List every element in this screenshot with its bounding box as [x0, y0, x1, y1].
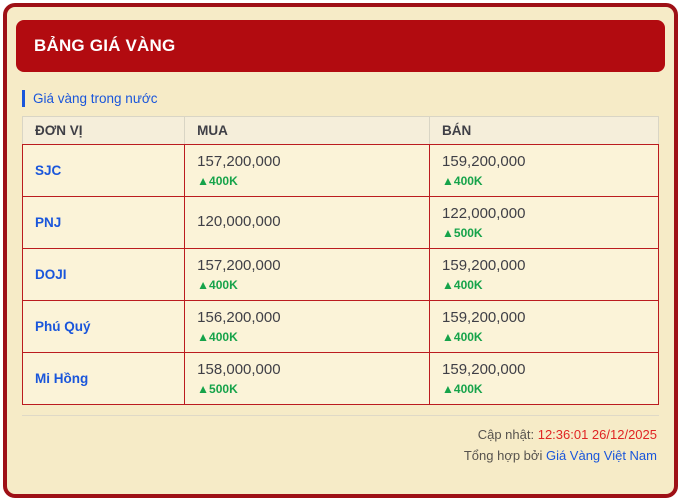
table-row: SJC 157,200,000 ▲400K 159,200,000 ▲400K: [21, 144, 659, 197]
unit-link[interactable]: PNJ: [35, 214, 62, 230]
buy-price: 156,200,000: [197, 309, 281, 327]
sell-price: 159,200,000: [442, 361, 526, 379]
unit-link[interactable]: Phú Quý: [35, 318, 91, 334]
sell-price: 122,000,000: [442, 205, 526, 223]
table-row: Phú Quý 156,200,000 ▲400K 159,200,000 ▲4…: [21, 300, 659, 353]
buy-price: 157,200,000: [197, 257, 281, 275]
sell-cell: 159,200,000 ▲400K: [429, 300, 659, 353]
page-title: BẢNG GIÁ VÀNG: [34, 36, 176, 55]
unit-cell: DOJI: [21, 248, 186, 301]
table-row: Mi Hồng 158,000,000 ▲500K 159,200,000 ▲4…: [21, 352, 659, 405]
unit-link[interactable]: Mi Hồng: [35, 370, 89, 386]
buy-cell: 120,000,000: [184, 196, 431, 249]
unit-link[interactable]: DOJI: [35, 266, 67, 282]
buy-change-badge: ▲500K: [197, 381, 238, 396]
sell-change-badge: ▲400K: [442, 173, 483, 188]
gold-price-card: BẢNG GIÁ VÀNG Giá vàng trong nước ĐƠN VỊ…: [3, 3, 678, 498]
sell-change-badge: ▲500K: [442, 225, 483, 240]
buy-cell: 157,200,000 ▲400K: [184, 248, 431, 301]
buy-cell: 157,200,000 ▲400K: [184, 144, 431, 197]
buy-change-badge: ▲400K: [197, 173, 238, 188]
sell-price: 159,200,000: [442, 257, 526, 275]
column-header-unit: ĐƠN VỊ: [21, 116, 186, 145]
unit-cell: PNJ: [21, 196, 186, 249]
updated-label: Cập nhật:: [477, 427, 535, 442]
unit-link[interactable]: SJC: [35, 162, 62, 178]
unit-cell: SJC: [21, 144, 186, 197]
sell-cell: 122,000,000 ▲500K: [429, 196, 659, 249]
table-row: PNJ 120,000,000 122,000,000 ▲500K: [21, 196, 659, 249]
column-header-buy: MUA: [184, 116, 431, 145]
section-accent-bar: [22, 90, 25, 107]
sell-cell: 159,200,000 ▲400K: [429, 248, 659, 301]
source-label: Tổng hợp bởi: [463, 448, 543, 463]
section-title: Giá vàng trong nước: [33, 91, 158, 106]
source-link[interactable]: Giá Vàng Việt Nam: [545, 448, 657, 463]
sell-price: 159,200,000: [442, 153, 526, 171]
sell-change-badge: ▲400K: [442, 381, 483, 396]
sell-change-badge: ▲400K: [442, 329, 483, 344]
buy-change-badge: ▲400K: [197, 277, 238, 292]
gold-price-table: ĐƠN VỊ MUA BÁN SJC 157,200,000 ▲400K 159…: [21, 116, 659, 405]
buy-price: 120,000,000: [197, 213, 281, 231]
updated-timestamp: 12:36:01 26/12/2025: [537, 427, 657, 442]
updated-line: Cập nhật: 12:36:01 26/12/2025: [22, 427, 657, 442]
buy-change-badge: ▲400K: [197, 329, 238, 344]
unit-cell: Phú Quý: [21, 300, 186, 353]
table-header-row: ĐƠN VỊ MUA BÁN: [21, 116, 659, 145]
buy-cell: 156,200,000 ▲400K: [184, 300, 431, 353]
buy-price: 157,200,000: [197, 153, 281, 171]
sell-price: 159,200,000: [442, 309, 526, 327]
sell-cell: 159,200,000 ▲400K: [429, 144, 659, 197]
table-row: DOJI 157,200,000 ▲400K 159,200,000 ▲400K: [21, 248, 659, 301]
footer: Cập nhật: 12:36:01 26/12/2025 Tổng hợp b…: [22, 415, 659, 463]
column-header-sell: BÁN: [429, 116, 659, 145]
buy-price: 158,000,000: [197, 361, 281, 379]
page-header: BẢNG GIÁ VÀNG: [16, 20, 665, 72]
section-header: Giá vàng trong nước: [22, 90, 659, 107]
table-body: SJC 157,200,000 ▲400K 159,200,000 ▲400K …: [21, 144, 659, 405]
sell-change-badge: ▲400K: [442, 277, 483, 292]
sell-cell: 159,200,000 ▲400K: [429, 352, 659, 405]
buy-cell: 158,000,000 ▲500K: [184, 352, 431, 405]
source-line: Tổng hợp bởi Giá Vàng Việt Nam: [22, 448, 657, 463]
unit-cell: Mi Hồng: [21, 352, 186, 405]
